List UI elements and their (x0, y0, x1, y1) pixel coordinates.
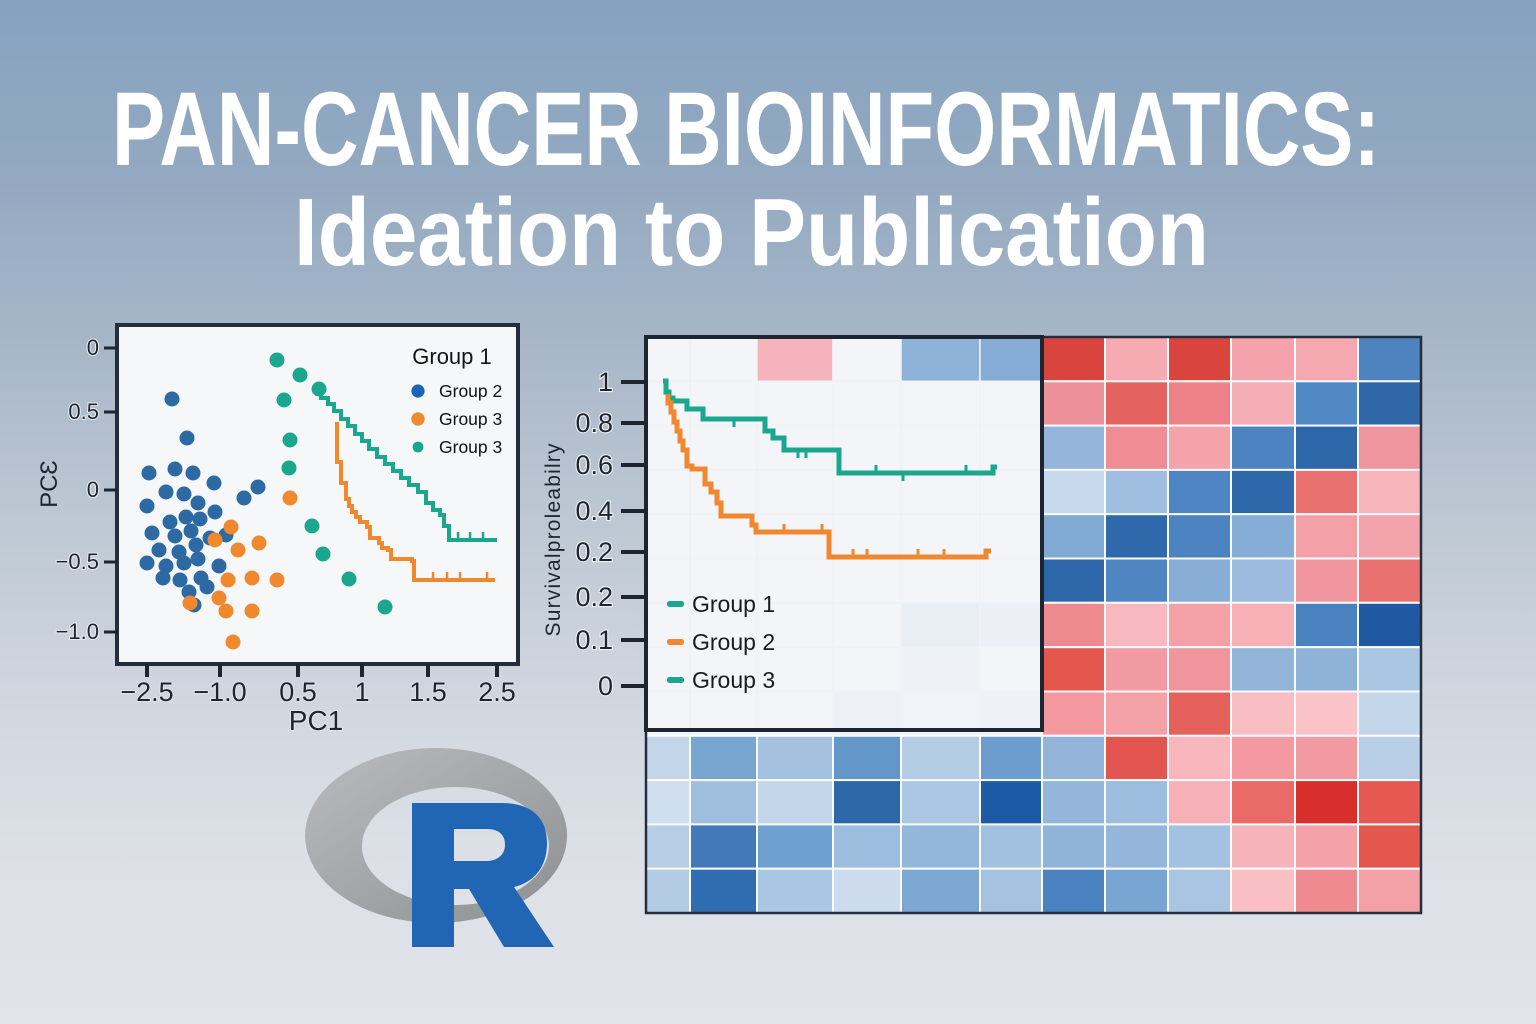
svg-text:0.6: 0.6 (575, 450, 613, 480)
svg-text:Group 3: Group 3 (439, 437, 502, 457)
svg-text:0: 0 (87, 477, 99, 502)
svg-text:0.8: 0.8 (575, 408, 613, 438)
svg-text:PCƐ: PCƐ (36, 460, 63, 508)
svg-text:−1.0: −1.0 (193, 677, 246, 707)
svg-text:Ideation to Publication: Ideation to Publication (294, 179, 1209, 286)
svg-text:0: 0 (87, 335, 99, 360)
svg-text:−1.0: −1.0 (56, 619, 99, 644)
svg-text:Group 2: Group 2 (439, 381, 502, 401)
svg-text:Survivalproleabilry: Survivalproleabilry (542, 443, 565, 637)
svg-text:0.1: 0.1 (575, 625, 613, 655)
svg-text:PC1: PC1 (289, 705, 343, 736)
svg-text:1: 1 (354, 677, 369, 707)
svg-text:Group 3: Group 3 (692, 667, 775, 693)
svg-text:2.5: 2.5 (478, 677, 516, 707)
svg-text:0.2: 0.2 (575, 537, 613, 567)
svg-text:Group 1: Group 1 (412, 344, 492, 369)
svg-text:0: 0 (598, 671, 613, 701)
svg-text:0.2: 0.2 (575, 582, 613, 612)
svg-text:0.5: 0.5 (68, 399, 99, 424)
svg-text:Group 1: Group 1 (692, 591, 775, 617)
svg-text:0.5: 0.5 (279, 677, 317, 707)
svg-text:1.5: 1.5 (409, 677, 447, 707)
svg-text:−0.5: −0.5 (56, 549, 99, 574)
svg-text:1: 1 (598, 367, 613, 397)
svg-text:Group 2: Group 2 (692, 629, 775, 655)
svg-text:PAN-CANCER BIOINFORMATICS:: PAN-CANCER BIOINFORMATICS: (112, 71, 1380, 188)
svg-text:Group 3: Group 3 (439, 409, 502, 429)
svg-text:0.4: 0.4 (575, 496, 613, 526)
svg-text:−2.5: −2.5 (120, 677, 173, 707)
